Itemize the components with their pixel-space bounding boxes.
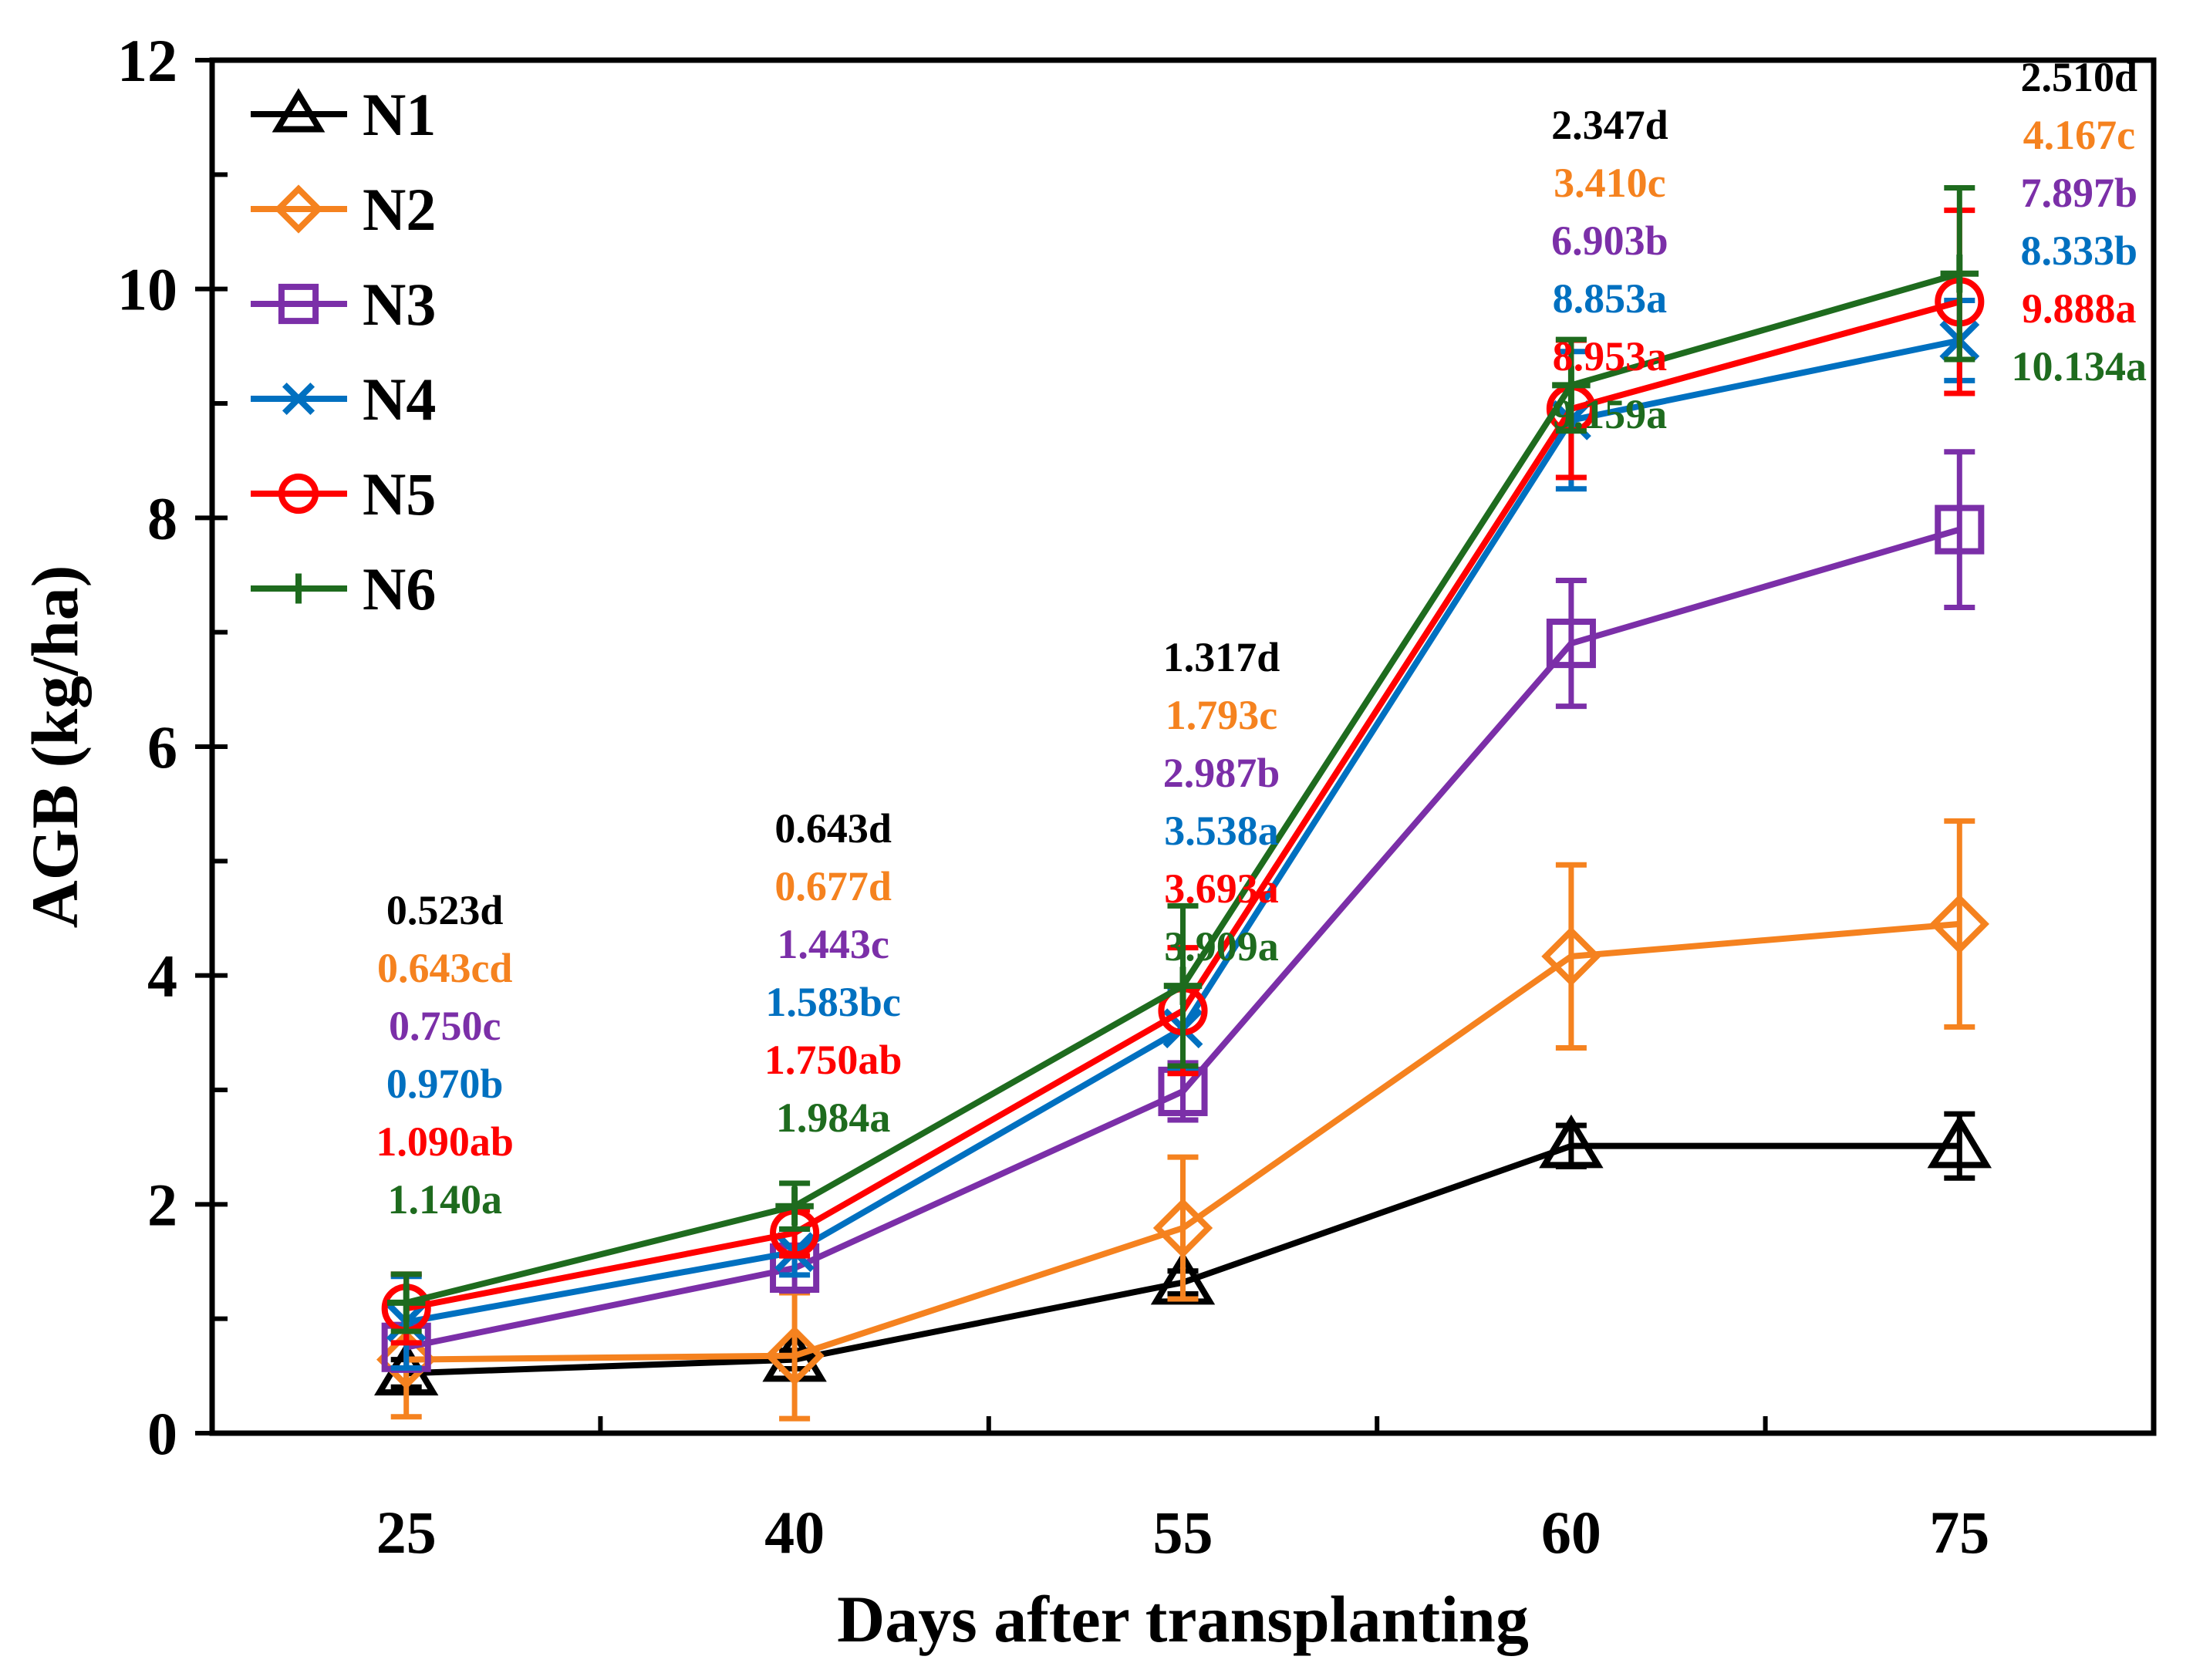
annotation-label: 1.090ab [376,1118,514,1165]
legend-label: N2 [363,176,436,243]
annotation-label: 7.897b [2021,170,2138,216]
annotation-label: 0.750c [389,1003,501,1049]
annotation-label: 8.853a [1553,275,1668,322]
annotation-label: 3.538a [1164,808,1279,854]
marker-diamond [764,1325,825,1386]
marker-diamond [376,1329,437,1390]
marker-square [278,283,319,325]
annotation-label: 2.987b [1163,750,1280,796]
legend-item-N3: N3 [251,271,436,338]
annotation-label: 1.583bc [765,979,901,1025]
marker-diamond [1929,894,1989,954]
annotation-label: 1.140a [387,1176,502,1223]
annotation-group-40: 0.643d 0.677d 1.443c 1.583bc 1.750ab 1.984a [764,805,903,1141]
annotation-group-55: 1.317d 1.793c 2.987b 3.538a 3.693a 3.909a [1163,634,1280,970]
annotation-label: 8.953a [1553,333,1668,380]
legend-label: N1 [363,81,436,148]
marker-square [1546,619,1596,669]
marker-diamond [274,184,323,234]
x-axis-title: Days after transplanting [837,1582,1529,1656]
legend-label: N4 [363,366,436,433]
annotation-label: 9.159a [1553,391,1668,437]
legend-item-N5: N5 [251,460,436,528]
legend-label: N6 [363,555,436,622]
marker-triangle [272,88,326,133]
annotation-label: 0.643d [774,805,892,852]
annotation-group-60: 2.347d 3.410c 6.903b 8.853a 8.953a 9.159a [1551,102,1668,437]
marker-triangle [1539,1114,1604,1169]
marker-x [282,382,315,416]
annotation-group-75: 2.510d 4.167c 7.897b 8.333b 9.888a 10.134a [2012,54,2147,390]
y-tick-label: 0 [147,1400,177,1467]
annotation-label: 0.643cd [377,945,513,991]
marker-triangle [1927,1114,1992,1169]
x-tick-label: 40 [764,1499,825,1566]
legend: N1 N2 N3 N4 N5 N6 [251,81,436,622]
y-tick-label: 8 [147,484,177,552]
annotation-label: 0.677d [774,863,892,909]
y-tick-label: 6 [147,713,177,781]
annotation-label: 1.984a [776,1095,891,1141]
annotation-label: 1.750ab [764,1037,903,1083]
annotation-label: 8.333b [2021,228,2138,274]
y-tick-label: 10 [117,256,177,323]
x-tick-label: 55 [1153,1499,1213,1566]
marker-diamond [1541,926,1601,987]
legend-item-N6: N6 [251,555,436,622]
series-line [405,526,1961,1351]
series-N6 [386,185,1979,1334]
annotation-label: 3.693a [1164,865,1279,912]
x-tick-label: 60 [1541,1499,1601,1566]
annotation-group-25: 0.523d 0.643cd 0.750c 0.970b 1.090ab 1.140a [376,887,514,1223]
y-tick-label: 12 [117,27,177,94]
annotation-label: 0.970b [386,1061,504,1107]
annotation-label: 10.134a [2012,343,2147,390]
annotation-label: 9.888a [2022,285,2137,332]
series-line [406,920,1960,1363]
annotation-label: 2.510d [2021,54,2138,100]
legend-item-N4: N4 [251,366,436,433]
legend-item-N2: N2 [251,176,436,243]
axes: 0 2 4 6 8 10 12 25 40 55 60 75 [117,27,1989,1566]
marker-circle [278,473,319,514]
annotation-label: 0.523d [386,887,504,933]
annotation-label: 1.793c [1166,692,1277,738]
annotation-label: 6.903b [1551,218,1668,264]
annotation-label: 1.317d [1163,634,1280,680]
series-layer [373,185,1992,1422]
marker-square [1935,504,1985,555]
legend-item-N1: N1 [251,81,436,148]
marker-diamond [1152,1198,1213,1258]
y-tick-label: 2 [147,1171,177,1238]
annotation-label: 1.443c [777,921,889,967]
x-tick-label: 75 [1929,1499,1989,1566]
legend-label: N5 [363,460,436,528]
legend-label: N3 [363,271,436,338]
annotation-label: 2.347d [1551,102,1668,148]
annotation-label: 3.909a [1164,923,1279,970]
x-tick-label: 25 [376,1499,437,1566]
annotation-label: 4.167c [2023,112,2135,158]
annotation-label: 3.410c [1554,160,1665,206]
y-axis-title: AGB (kg/ha) [18,565,92,929]
y-tick-label: 4 [147,943,177,1010]
annotations: 0.523d0.643cd0.750c0.970b1.090ab1.140a0.… [376,54,2147,1223]
